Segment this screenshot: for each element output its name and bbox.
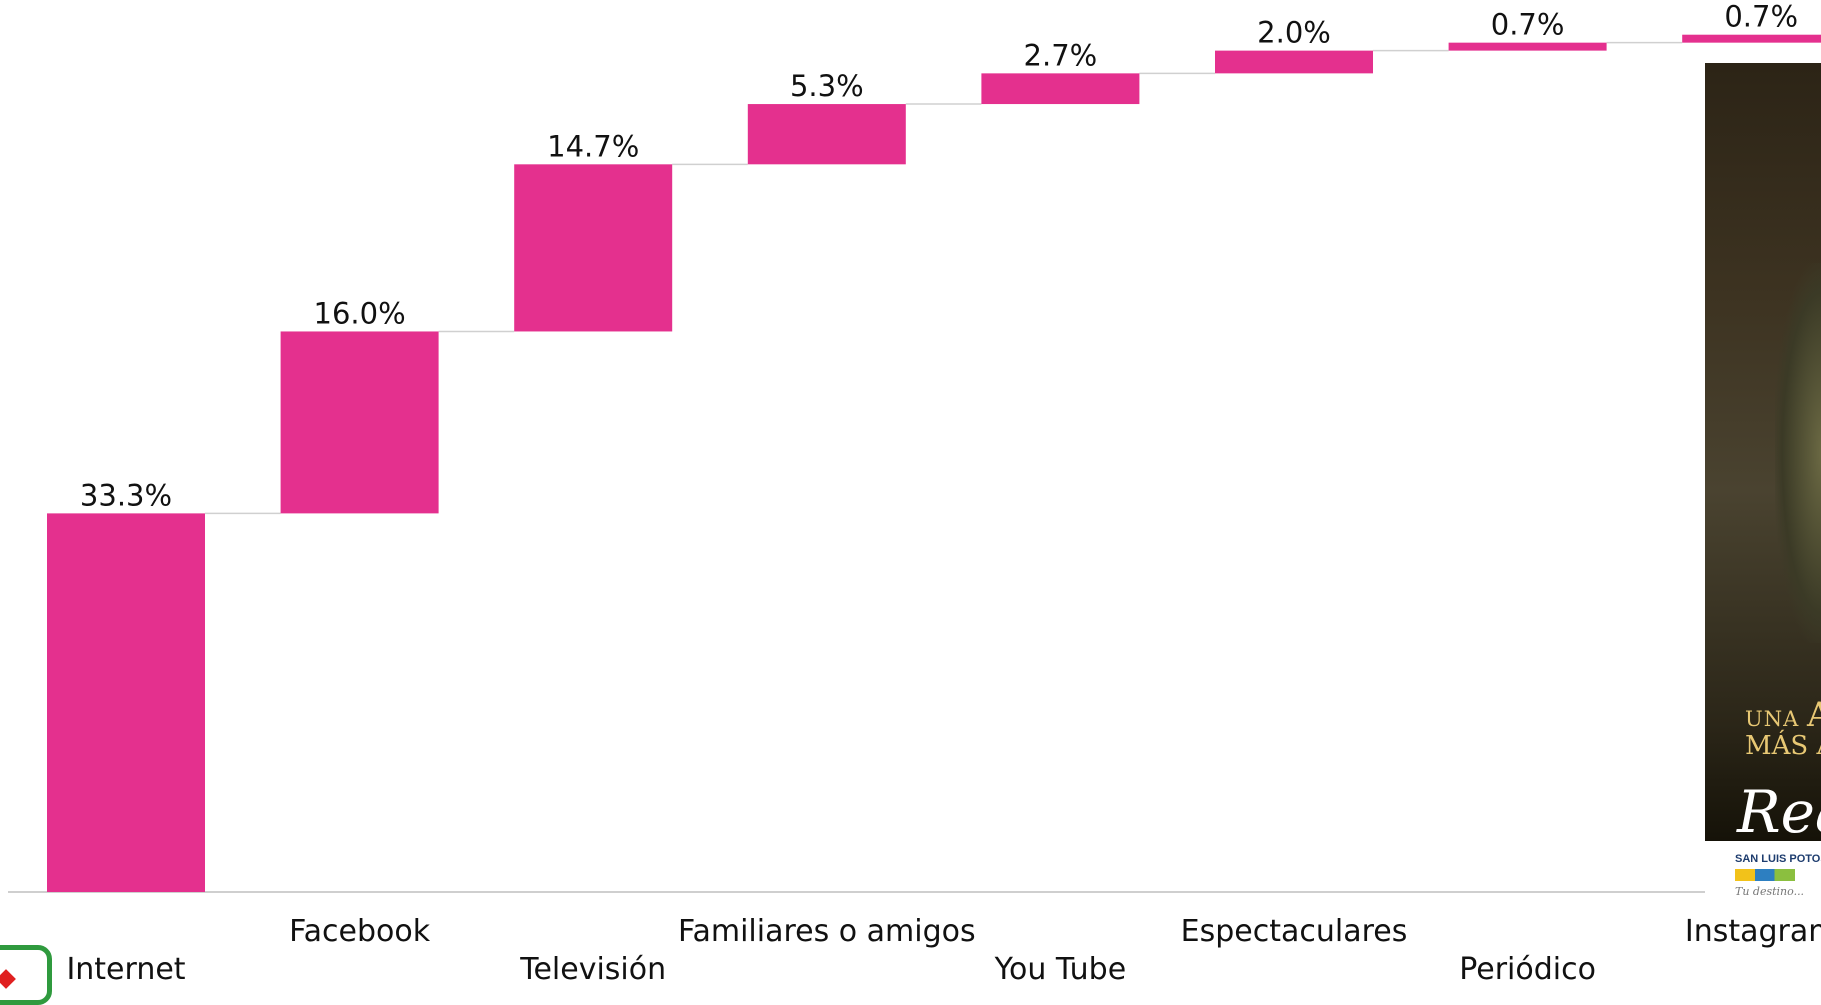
bar-facebook xyxy=(280,331,439,514)
bar-internet xyxy=(47,513,205,892)
bar-instagram xyxy=(1682,34,1821,43)
poster-footer: SAN LUIS POTOSÍ Tu destino... xyxy=(1705,841,1821,901)
category-label: Familiares o amigos xyxy=(678,914,976,949)
data-label: 14.7% xyxy=(547,129,639,163)
bar-televisi-n xyxy=(514,164,673,332)
poster-brand: SAN LUIS POTOSÍ xyxy=(1735,853,1821,865)
data-label: 2.0% xyxy=(1257,16,1331,50)
bar-espectaculares xyxy=(1215,50,1373,74)
corner-logo xyxy=(0,945,52,1005)
poster-tagline: Tu destino... xyxy=(1735,885,1805,898)
category-label: Televisión xyxy=(519,952,666,986)
bar-peri-dico xyxy=(1448,42,1607,51)
bar-you-tube xyxy=(981,73,1140,105)
category-label: You Tube xyxy=(994,952,1127,986)
data-label: 0.7% xyxy=(1491,8,1565,42)
category-label: Internet xyxy=(66,952,185,986)
poster-text-line2: MÁS A xyxy=(1745,731,1821,761)
poster-script-text: Real xyxy=(1737,778,1821,841)
poster-text-line1: UNA A xyxy=(1745,695,1821,735)
bar-familiares-o-amigos xyxy=(747,104,906,165)
category-label: Instagram xyxy=(1685,914,1821,949)
cave-photo xyxy=(1775,263,1821,643)
category-label: Facebook xyxy=(289,914,431,949)
data-label: 2.7% xyxy=(1024,38,1098,72)
data-label: 0.7% xyxy=(1724,0,1798,34)
data-label: 5.3% xyxy=(790,69,864,103)
category-label: Espectaculares xyxy=(1181,914,1408,949)
data-label: 16.0% xyxy=(314,296,406,330)
category-label: Periódico xyxy=(1459,952,1596,986)
poster-logo-bars xyxy=(1735,869,1795,881)
tourism-poster-image: UNA A MÁS A Real xyxy=(1705,63,1821,841)
data-label: 33.3% xyxy=(80,478,172,512)
